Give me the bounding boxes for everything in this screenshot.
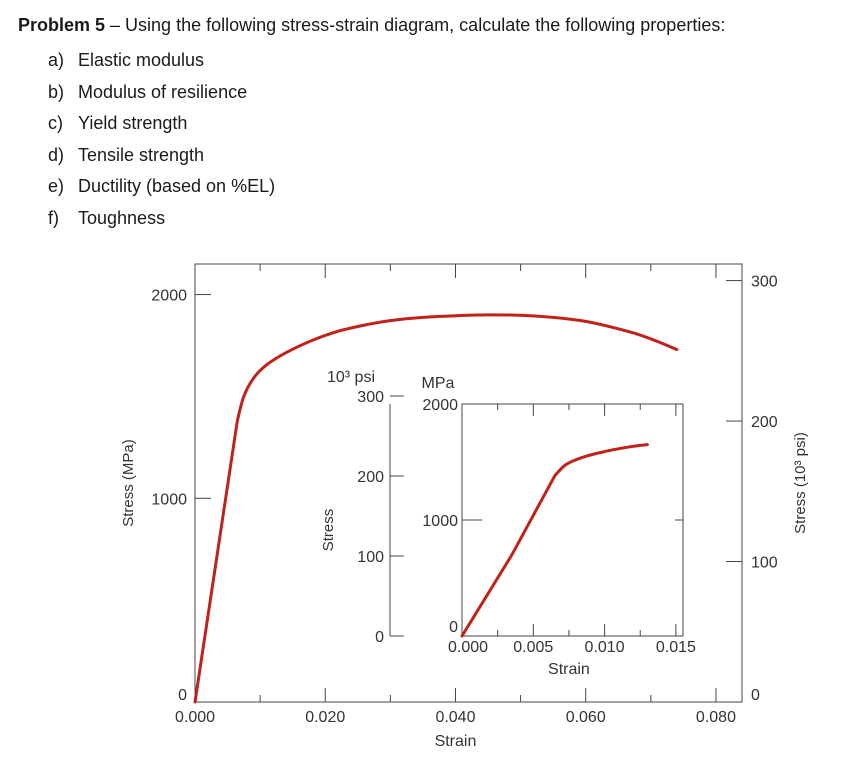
problem-statement: Problem 5 – Using the following stress-s…	[18, 14, 838, 238]
y-tick-label-right: 0	[751, 687, 760, 704]
x-tick-label: 0.040	[435, 709, 475, 726]
inset-y-axis-label: Stress	[320, 509, 337, 552]
x-tick-label: 0.060	[566, 709, 606, 726]
inset-frame	[461, 403, 684, 637]
inset-x-axis-label: Strain	[548, 661, 590, 678]
item-text: Elastic modulus	[78, 50, 205, 70]
inset-stress-strain-curve	[460, 443, 649, 638]
inset-y-tick-label: 2000	[422, 397, 458, 414]
item-text: Toughness	[78, 207, 166, 228]
item-text: Ductility (based on %EL)	[78, 176, 276, 196]
y-tick-label-right: 100	[751, 555, 778, 572]
problem-heading: Problem 5 – Using the following stress-s…	[18, 14, 838, 36]
item-letter: c)	[48, 113, 63, 133]
x-tick-label: 0.000	[175, 709, 215, 726]
item-letter: e)	[48, 176, 65, 196]
problem-separator: –	[105, 15, 126, 35]
list-item: e) Ductility (based on %EL)	[48, 175, 838, 197]
main-plot: 0.000 0.020 0.040 0.060 0.080Strain010002000…	[120, 263, 809, 750]
inset-y-tick-label: 1000	[422, 513, 458, 530]
inset-x-tick-label: 0.005	[513, 639, 553, 656]
y-tick-label: 2000	[151, 288, 187, 305]
item-letter: b)	[48, 81, 65, 102]
stress-strain-curve	[193, 313, 679, 704]
inset-ksi-tick-label: 0	[375, 629, 384, 646]
list-item: f) Toughness	[48, 207, 838, 229]
y-axis-label-right: Stress (10³ psi)	[792, 432, 809, 534]
inset-unit-ksi: 10³ psi	[327, 369, 375, 386]
y-tick-label: 1000	[151, 491, 187, 508]
inset-ksi-tick-label: 200	[357, 469, 384, 486]
x-tick-label: 0.020	[305, 709, 345, 726]
x-tick-label: 0.080	[696, 709, 736, 726]
inset-unit-mpa: MPa	[422, 375, 455, 392]
problem-label: Problem 5	[18, 15, 106, 35]
inset-plot: 0.000 0.005 0.010 0.015 Strain 0 1000 2000 MPa 0 1…	[320, 369, 696, 678]
item-text: Modulus of resilience	[78, 81, 248, 102]
inset-y-tick-label: 0	[449, 619, 458, 636]
list-item: a) Elastic modulus	[48, 49, 838, 71]
inset-ksi-tick-label: 100	[357, 549, 384, 566]
property-list: a) Elastic modulus b) Modulus of resilienc…	[18, 49, 838, 229]
y-axis-label: Stress (MPa)	[120, 439, 137, 527]
y-tick-label-right: 300	[751, 274, 778, 291]
inset-x-tick-label: 0.000	[448, 639, 488, 656]
y-tick-label-right: 200	[751, 414, 778, 431]
inset-ksi-tick-label: 300	[357, 389, 384, 406]
list-item: d) Tensile strength	[48, 144, 838, 166]
x-axis-label: Strain	[435, 733, 477, 750]
item-text: Tensile strength	[78, 144, 205, 165]
item-text: Yield strength	[78, 113, 188, 133]
item-letter: f)	[48, 207, 59, 228]
list-item: c) Yield strength	[48, 112, 838, 134]
y-tick-label: 0	[178, 687, 187, 704]
plot-frame	[194, 263, 743, 703]
list-item: b) Modulus of resilience	[48, 81, 838, 103]
item-letter: d)	[48, 144, 65, 165]
inset-x-tick-label: 0.010	[585, 639, 625, 656]
problem-prompt: Using the following stress-strain diagra…	[125, 15, 726, 35]
inset-x-tick-label: 0.015	[656, 639, 696, 656]
item-letter: a)	[48, 50, 65, 70]
